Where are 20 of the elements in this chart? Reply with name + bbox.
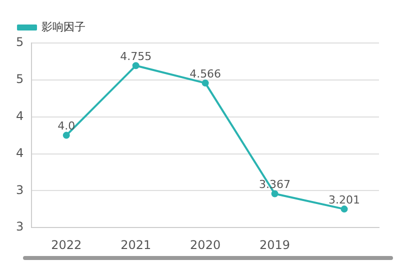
data-label: 4.0 xyxy=(58,120,76,133)
point xyxy=(202,80,209,87)
data-label: 3.201 xyxy=(328,193,360,206)
point xyxy=(271,190,278,198)
data-label: 4.566 xyxy=(190,67,222,80)
y-tick-label: 3 xyxy=(16,220,24,234)
x-tick-label: 2020 xyxy=(190,238,221,252)
point xyxy=(62,132,70,139)
y-tick-label: 4 xyxy=(16,108,24,123)
data-label: 4.755 xyxy=(120,50,152,63)
y-tick-label: 5 xyxy=(16,35,24,50)
point xyxy=(340,206,348,213)
y-tick-label: 5 xyxy=(16,72,24,86)
y-tick-label: 3 xyxy=(16,182,24,197)
y-tick-label: 4 xyxy=(16,146,24,160)
point xyxy=(132,62,140,70)
x-tick-label: 2022 xyxy=(51,238,82,252)
legend-label: 影响因子 xyxy=(42,20,86,34)
x-tick-label: 2021 xyxy=(120,238,152,252)
x-tick-label: 2019 xyxy=(260,238,290,252)
